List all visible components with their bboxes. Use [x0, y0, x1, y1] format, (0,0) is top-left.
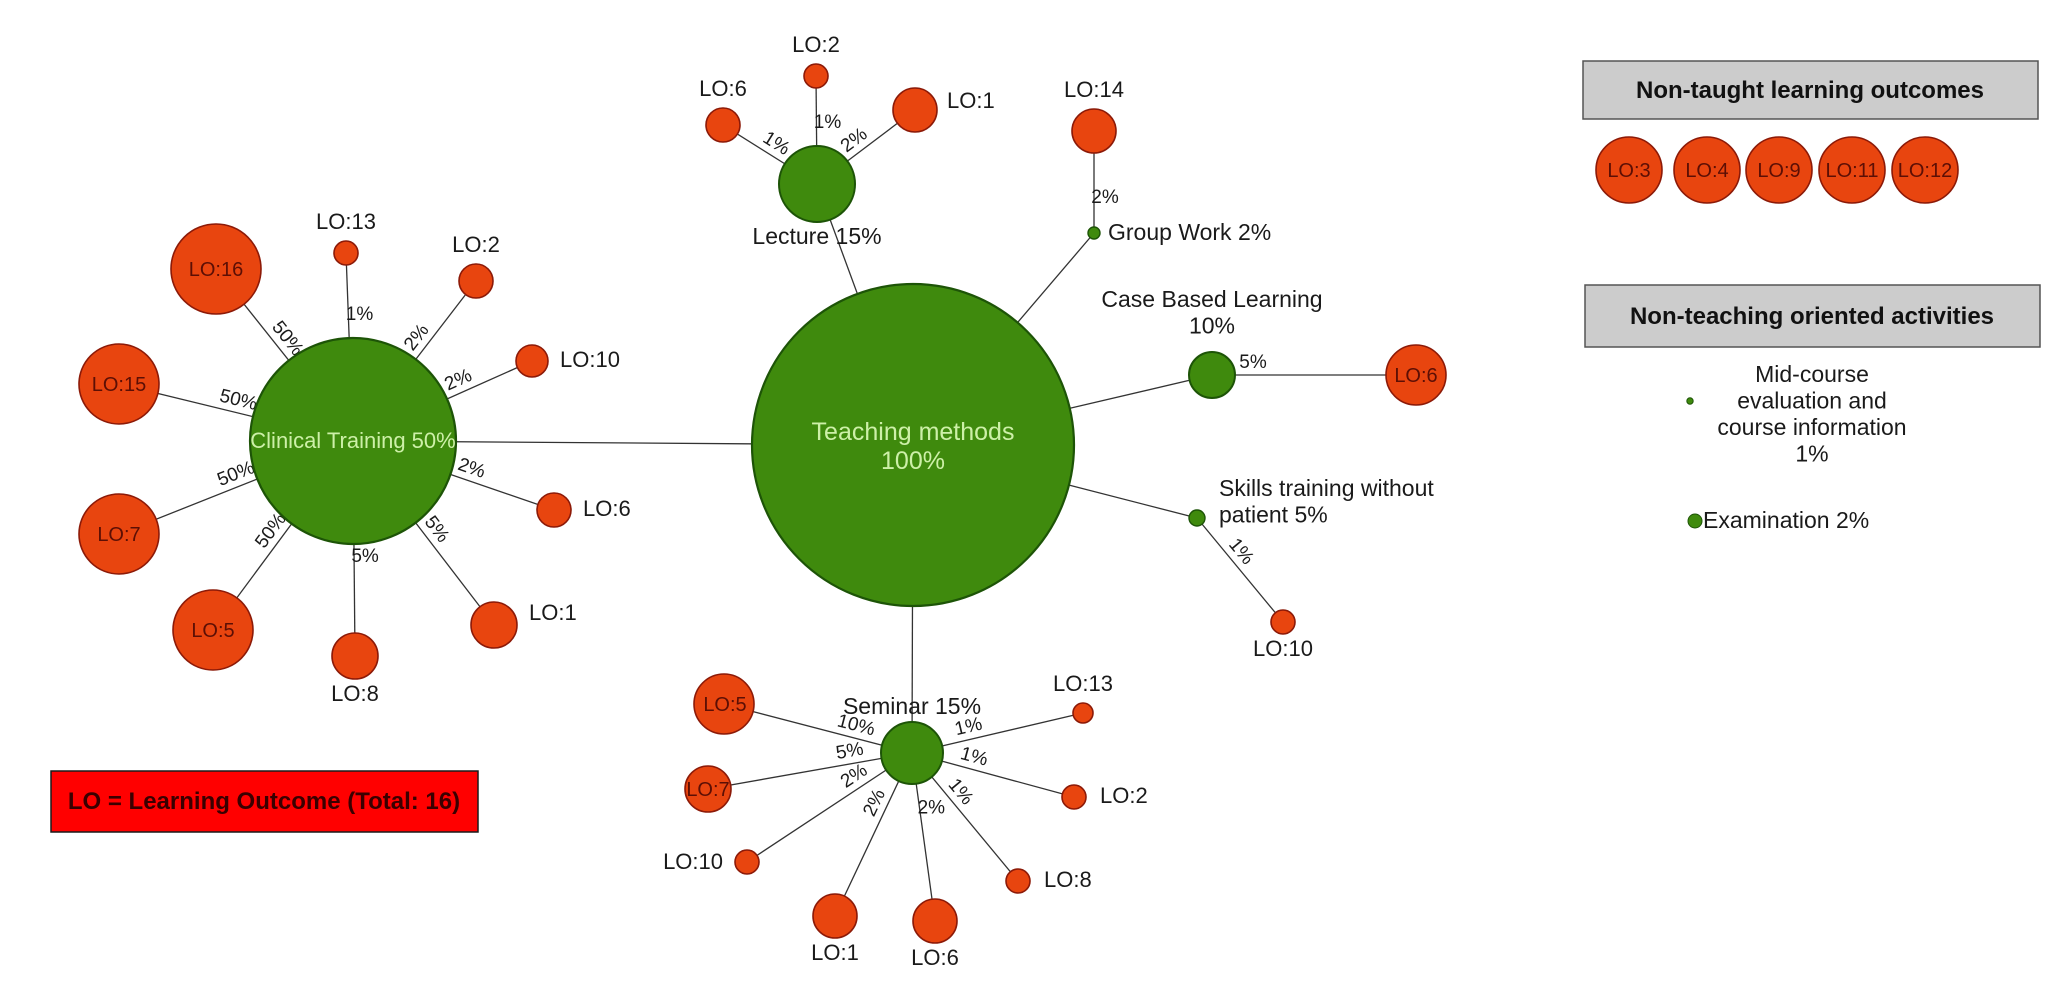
- svg-text:evaluation and: evaluation and: [1737, 387, 1887, 413]
- svg-text:50%: 50%: [217, 386, 259, 415]
- svg-text:2%: 2%: [455, 454, 488, 483]
- svg-text:LO:6: LO:6: [1394, 365, 1437, 387]
- svg-text:100%: 100%: [881, 447, 945, 475]
- svg-text:LO:1: LO:1: [811, 940, 859, 965]
- svg-text:LO:2: LO:2: [452, 232, 500, 257]
- svg-text:2%: 2%: [442, 365, 476, 395]
- svg-text:patient 5%: patient 5%: [1219, 502, 1328, 528]
- svg-text:1%: 1%: [1224, 534, 1258, 569]
- svg-text:5%: 5%: [1239, 352, 1267, 373]
- svg-text:1%: 1%: [759, 127, 794, 159]
- svg-text:LO:6: LO:6: [911, 945, 959, 970]
- svg-text:LO:6: LO:6: [583, 496, 631, 521]
- svg-text:LO:14: LO:14: [1064, 77, 1124, 102]
- svg-text:1%: 1%: [944, 775, 978, 810]
- svg-text:1%: 1%: [346, 304, 374, 325]
- svg-text:LO = Learning Outcome (Total:: LO = Learning Outcome (Total: 16): [68, 788, 460, 815]
- svg-text:Teaching methods: Teaching methods: [812, 418, 1015, 446]
- svg-text:course information: course information: [1717, 414, 1906, 440]
- svg-text:LO:10: LO:10: [1253, 636, 1313, 661]
- svg-text:2%: 2%: [1091, 187, 1119, 208]
- svg-text:LO:2: LO:2: [792, 32, 840, 57]
- svg-text:LO:1: LO:1: [529, 600, 577, 625]
- svg-text:LO:1: LO:1: [947, 88, 995, 113]
- svg-text:LO:5: LO:5: [703, 694, 746, 716]
- svg-text:5%: 5%: [351, 546, 379, 567]
- svg-text:LO:10: LO:10: [663, 849, 723, 874]
- svg-text:Case Based Learning: Case Based Learning: [1101, 286, 1322, 312]
- svg-text:LO:11: LO:11: [1826, 160, 1879, 182]
- svg-text:2%: 2%: [918, 797, 946, 818]
- svg-text:LO:5: LO:5: [191, 620, 234, 642]
- svg-text:LO:2: LO:2: [1100, 783, 1148, 808]
- svg-text:Non-teaching oriented activiti: Non-teaching oriented activities: [1630, 303, 1994, 330]
- svg-text:5%: 5%: [834, 739, 865, 764]
- svg-text:LO:6: LO:6: [699, 76, 747, 101]
- svg-text:10%: 10%: [1189, 312, 1235, 338]
- svg-text:LO:12: LO:12: [1898, 160, 1952, 182]
- svg-text:LO:16: LO:16: [189, 259, 243, 281]
- svg-text:LO:8: LO:8: [1044, 867, 1092, 892]
- svg-text:1%: 1%: [1795, 440, 1828, 466]
- svg-text:LO:9: LO:9: [1757, 160, 1800, 182]
- svg-text:LO:7: LO:7: [686, 779, 729, 801]
- svg-text:Skills training without: Skills training without: [1219, 475, 1434, 501]
- svg-text:Seminar 15%: Seminar 15%: [843, 693, 981, 719]
- svg-text:LO:15: LO:15: [92, 374, 146, 396]
- svg-text:Examination 2%: Examination 2%: [1703, 507, 1869, 533]
- svg-text:Clinical Training 50%: Clinical Training 50%: [250, 428, 455, 453]
- svg-text:2%: 2%: [837, 124, 872, 157]
- svg-text:LO:8: LO:8: [331, 681, 379, 706]
- svg-text:2%: 2%: [859, 786, 890, 820]
- svg-text:Non-taught learning outcomes: Non-taught learning outcomes: [1636, 77, 1984, 104]
- svg-text:LO:10: LO:10: [560, 347, 620, 372]
- svg-text:LO:13: LO:13: [316, 209, 376, 234]
- svg-text:1%: 1%: [814, 112, 842, 133]
- svg-text:Group Work 2%: Group Work 2%: [1108, 219, 1271, 245]
- svg-text:LO:3: LO:3: [1607, 160, 1650, 182]
- svg-text:Lecture 15%: Lecture 15%: [752, 223, 881, 249]
- svg-text:LO:4: LO:4: [1685, 160, 1728, 182]
- svg-text:LO:13: LO:13: [1053, 671, 1113, 696]
- svg-text:5%: 5%: [420, 512, 453, 547]
- svg-text:2%: 2%: [400, 320, 433, 355]
- svg-text:Mid-course: Mid-course: [1755, 361, 1869, 387]
- svg-text:LO:7: LO:7: [97, 524, 140, 546]
